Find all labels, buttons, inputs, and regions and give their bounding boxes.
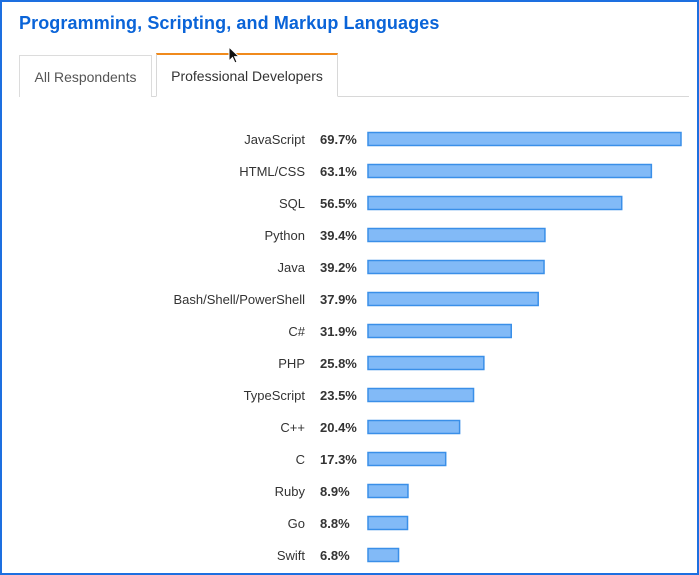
tab-bar-divider (19, 96, 689, 97)
bar (367, 195, 623, 211)
value-label: 25.8% (320, 356, 357, 371)
value-label: 17.3% (320, 452, 357, 467)
value-label: 20.4% (320, 420, 357, 435)
bar (367, 419, 461, 435)
value-label: 23.5% (320, 388, 357, 403)
category-label: TypeScript (244, 388, 306, 403)
bar (367, 483, 409, 499)
value-label: 37.9% (320, 292, 357, 307)
category-label: HTML/CSS (239, 164, 305, 179)
tab-professional-developers[interactable]: Professional Developers (156, 53, 338, 97)
value-label: 39.2% (320, 260, 357, 275)
category-label: C++ (280, 420, 305, 435)
bar (367, 387, 475, 403)
category-label: Bash/Shell/PowerShell (173, 292, 305, 307)
mouse-cursor-icon (228, 46, 241, 64)
tab-all-respondents[interactable]: All Respondents (19, 55, 152, 97)
value-label: 69.7% (320, 132, 357, 147)
value-label: 8.8% (320, 516, 350, 531)
category-label: JavaScript (244, 132, 305, 147)
bar (367, 291, 539, 307)
bar (367, 163, 653, 179)
page-title: Programming, Scripting, and Markup Langu… (19, 13, 440, 33)
category-label: PHP (278, 356, 305, 371)
bar (367, 227, 546, 243)
bar (367, 131, 682, 147)
bar (367, 259, 545, 275)
category-label: Python (265, 228, 305, 243)
category-label: C (296, 452, 305, 467)
bar (367, 547, 400, 563)
category-label: C# (288, 324, 305, 339)
value-label: 6.8% (320, 548, 350, 563)
category-label: Swift (277, 548, 306, 563)
category-label: Java (278, 260, 306, 275)
category-label: Ruby (275, 484, 306, 499)
category-label: SQL (279, 196, 305, 211)
value-label: 39.4% (320, 228, 357, 243)
category-label: Go (288, 516, 305, 531)
bar (367, 515, 409, 531)
value-label: 63.1% (320, 164, 357, 179)
value-label: 31.9% (320, 324, 357, 339)
bar (367, 323, 513, 339)
value-label: 8.9% (320, 484, 350, 499)
bar (367, 355, 485, 371)
bar (367, 451, 447, 467)
value-label: 56.5% (320, 196, 357, 211)
